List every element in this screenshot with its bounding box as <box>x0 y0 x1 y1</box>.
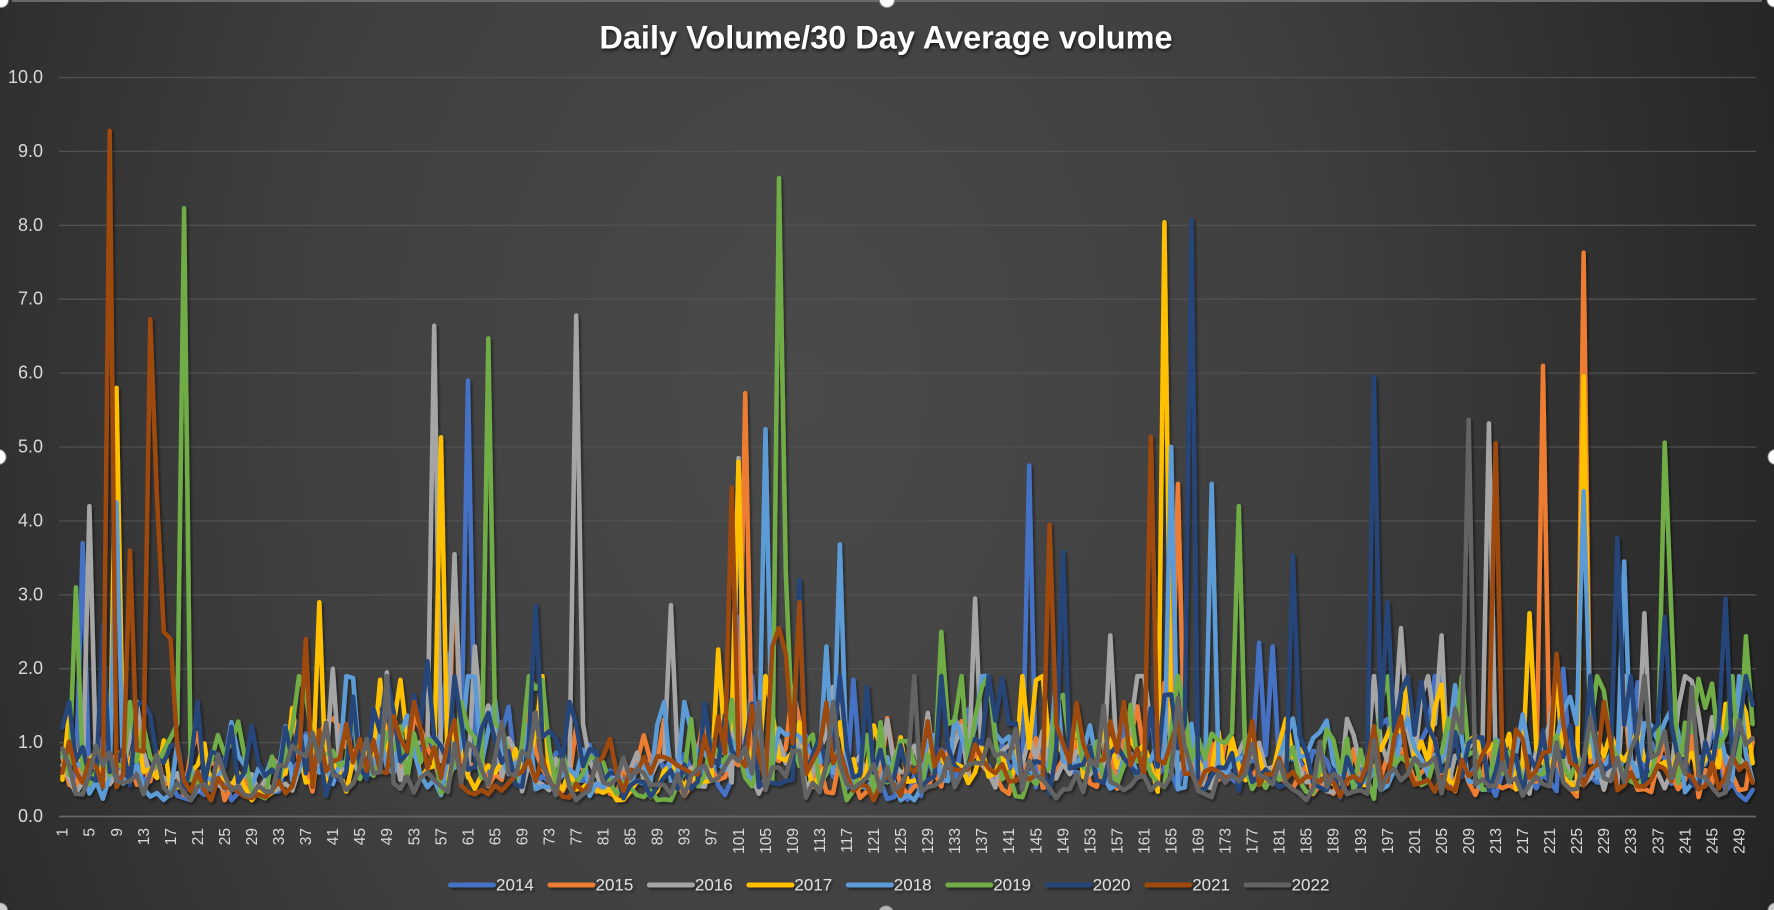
svg-text:10.0: 10.0 <box>8 67 43 87</box>
svg-text:81: 81 <box>596 828 613 845</box>
svg-text:4.0: 4.0 <box>18 510 43 530</box>
svg-text:125: 125 <box>893 828 910 854</box>
svg-text:129: 129 <box>920 828 937 854</box>
svg-text:2018: 2018 <box>894 876 932 895</box>
svg-text:97: 97 <box>704 828 721 845</box>
svg-text:185: 185 <box>1299 828 1316 854</box>
svg-text:3.0: 3.0 <box>18 584 43 604</box>
svg-text:141: 141 <box>1001 828 1018 854</box>
svg-text:241: 241 <box>1677 828 1694 854</box>
svg-text:Daily Volume/30 Day Average vo: Daily Volume/30 Day Average volume <box>599 20 1172 56</box>
svg-text:73: 73 <box>542 828 559 845</box>
svg-text:2017: 2017 <box>794 876 832 895</box>
svg-text:53: 53 <box>406 828 423 845</box>
svg-text:2016: 2016 <box>695 876 733 895</box>
svg-text:225: 225 <box>1569 828 1586 854</box>
svg-text:137: 137 <box>974 828 991 854</box>
svg-text:133: 133 <box>947 828 964 854</box>
svg-text:41: 41 <box>325 828 342 845</box>
svg-text:1: 1 <box>55 828 72 837</box>
svg-text:93: 93 <box>677 828 694 845</box>
svg-text:2020: 2020 <box>1093 876 1131 895</box>
svg-text:5.0: 5.0 <box>18 437 43 457</box>
svg-text:105: 105 <box>758 828 775 854</box>
svg-text:145: 145 <box>1028 828 1045 854</box>
svg-text:13: 13 <box>136 828 153 845</box>
svg-text:189: 189 <box>1326 828 1343 854</box>
svg-text:8.0: 8.0 <box>18 215 43 235</box>
svg-text:17: 17 <box>163 828 180 845</box>
svg-text:233: 233 <box>1623 828 1640 854</box>
svg-text:193: 193 <box>1353 828 1370 854</box>
svg-text:249: 249 <box>1731 828 1748 854</box>
svg-text:65: 65 <box>487 828 504 845</box>
svg-text:25: 25 <box>217 828 234 845</box>
svg-text:69: 69 <box>514 828 531 845</box>
svg-text:49: 49 <box>379 828 396 845</box>
svg-text:2015: 2015 <box>596 876 634 895</box>
svg-text:117: 117 <box>839 828 856 853</box>
svg-text:6.0: 6.0 <box>18 363 43 383</box>
svg-text:181: 181 <box>1272 828 1289 854</box>
svg-text:2019: 2019 <box>993 876 1031 895</box>
svg-text:169: 169 <box>1191 828 1208 854</box>
svg-text:45: 45 <box>352 828 369 845</box>
svg-text:9.0: 9.0 <box>18 141 43 161</box>
svg-text:0.0: 0.0 <box>18 806 43 826</box>
svg-text:2.0: 2.0 <box>18 658 43 678</box>
svg-text:2022: 2022 <box>1292 876 1330 895</box>
svg-text:157: 157 <box>1109 828 1126 854</box>
svg-text:33: 33 <box>271 828 288 845</box>
svg-text:101: 101 <box>731 828 748 854</box>
svg-text:37: 37 <box>298 828 315 845</box>
svg-text:201: 201 <box>1407 828 1424 854</box>
svg-text:57: 57 <box>433 828 450 845</box>
svg-text:61: 61 <box>460 828 477 845</box>
svg-text:161: 161 <box>1136 828 1153 854</box>
svg-text:9: 9 <box>109 828 126 837</box>
svg-text:213: 213 <box>1488 828 1505 854</box>
svg-text:109: 109 <box>785 828 802 854</box>
svg-text:85: 85 <box>623 828 640 845</box>
svg-text:177: 177 <box>1245 828 1262 854</box>
svg-text:165: 165 <box>1164 828 1181 854</box>
svg-text:245: 245 <box>1704 828 1721 854</box>
svg-text:205: 205 <box>1434 828 1451 854</box>
svg-text:153: 153 <box>1082 828 1099 854</box>
svg-text:2014: 2014 <box>496 876 534 895</box>
svg-text:217: 217 <box>1515 828 1532 854</box>
svg-text:221: 221 <box>1542 828 1559 854</box>
svg-text:197: 197 <box>1380 828 1397 854</box>
svg-text:29: 29 <box>244 828 261 845</box>
svg-text:229: 229 <box>1596 828 1613 854</box>
svg-text:209: 209 <box>1461 828 1478 854</box>
svg-text:7.0: 7.0 <box>18 289 43 309</box>
svg-text:5: 5 <box>82 828 99 837</box>
svg-text:2021: 2021 <box>1192 876 1230 895</box>
svg-text:89: 89 <box>650 828 667 845</box>
svg-text:21: 21 <box>190 828 207 845</box>
svg-text:121: 121 <box>866 828 883 854</box>
svg-text:77: 77 <box>569 828 586 845</box>
svg-text:113: 113 <box>812 828 829 853</box>
svg-text:1.0: 1.0 <box>18 732 43 752</box>
svg-text:173: 173 <box>1218 828 1235 854</box>
svg-text:237: 237 <box>1650 828 1667 854</box>
svg-text:149: 149 <box>1055 828 1072 854</box>
